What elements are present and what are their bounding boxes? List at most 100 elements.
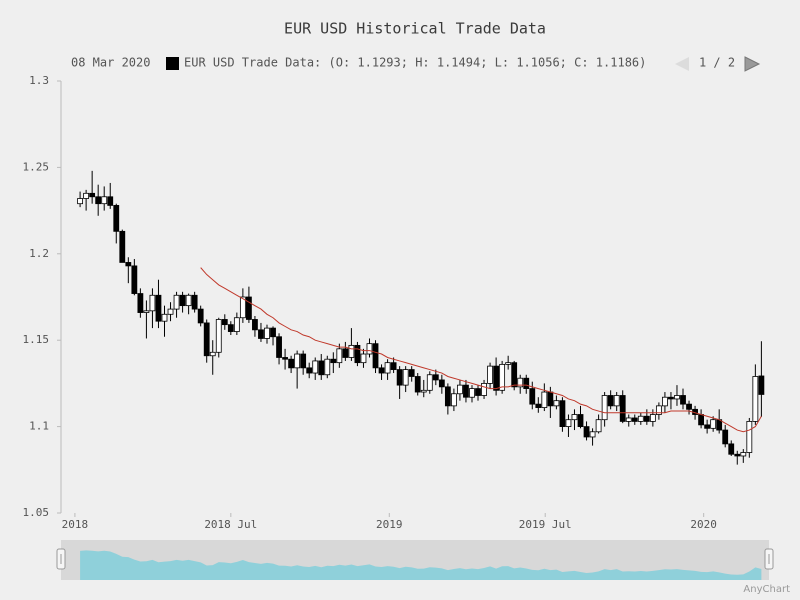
candle-body	[740, 452, 747, 457]
candle-body	[77, 198, 83, 205]
candle-body	[366, 343, 373, 355]
pager-label: 1 / 2	[699, 56, 735, 70]
candle-body	[523, 377, 530, 389]
y-tick-label: 1.05	[23, 506, 50, 519]
x-tick-label: 2019 Jul	[519, 518, 572, 531]
candle-body	[511, 362, 518, 388]
candle-body	[348, 344, 355, 358]
candle-body	[215, 319, 222, 353]
y-tick-label: 1.1	[29, 420, 49, 433]
candle-body	[197, 308, 204, 324]
candle-body	[294, 353, 301, 369]
pager-prev[interactable]	[675, 57, 689, 71]
candle-body	[450, 393, 457, 407]
candle-body	[233, 317, 240, 332]
candle-body	[457, 384, 463, 395]
chart-title: EUR USD Historical Trade Data	[284, 20, 546, 38]
candle-body	[662, 396, 668, 407]
pager-next[interactable]	[744, 56, 761, 72]
y-tick-label: 1.3	[29, 74, 49, 87]
candle-body	[239, 296, 246, 319]
candle-body	[589, 431, 596, 438]
candle-body	[264, 327, 270, 339]
candle-body	[342, 348, 349, 358]
candle-body	[312, 360, 319, 374]
candle-body	[698, 414, 704, 426]
candle-body	[535, 403, 542, 408]
candle-body	[625, 417, 632, 422]
candle-body	[481, 382, 487, 396]
candle-body	[408, 369, 415, 377]
candle-body	[221, 319, 228, 326]
candle-body	[444, 386, 451, 407]
y-tick-label: 1.25	[23, 160, 50, 173]
candle-body	[493, 365, 500, 391]
credits[interactable]: AnyChart	[743, 584, 790, 595]
candle-body	[414, 376, 421, 393]
legend-marker	[166, 57, 179, 70]
candle-body	[191, 294, 198, 310]
candle-body	[89, 192, 96, 198]
candle-body	[475, 388, 481, 396]
candle-body	[149, 294, 156, 312]
candle-body	[246, 296, 252, 320]
candle-body	[487, 365, 493, 384]
candle-body	[752, 376, 759, 422]
candle-body	[420, 389, 427, 393]
moving-average-line	[200, 267, 762, 433]
candle-body	[354, 344, 361, 364]
candle-body	[137, 293, 144, 313]
legend-text: EUR USD Trade Data: (O: 1.1293; H: 1.149…	[184, 56, 646, 70]
candle-body	[505, 362, 512, 365]
candle-body	[553, 400, 560, 407]
candle-body	[173, 294, 180, 310]
candle-body	[402, 369, 409, 386]
candle-body	[758, 375, 765, 395]
candle-body	[378, 367, 385, 374]
candle-body	[258, 329, 264, 339]
candle-body	[643, 415, 650, 422]
candle-body	[209, 351, 216, 357]
candle-body	[107, 196, 114, 206]
candle-body	[336, 348, 343, 364]
y-tick-label: 1.2	[29, 247, 49, 260]
candle-body	[613, 395, 620, 407]
candle-body	[607, 395, 614, 407]
candle-body	[95, 196, 102, 205]
candle-body	[155, 294, 162, 322]
candle-body	[722, 429, 729, 445]
candle-body	[595, 419, 602, 433]
candle-body	[143, 310, 150, 313]
candle-body	[637, 415, 644, 422]
candle-body	[619, 395, 626, 422]
candle-body	[529, 388, 536, 405]
x-tick-label: 2018	[62, 518, 89, 531]
x-tick-label: 2018 Jul	[204, 518, 257, 531]
candle-body	[517, 377, 524, 388]
candle-body	[179, 294, 186, 307]
candle-body	[330, 358, 337, 364]
legend-date: 08 Mar 2020	[71, 56, 150, 70]
candle-body	[318, 360, 325, 376]
candle-body	[463, 384, 469, 398]
candle-body	[674, 395, 680, 400]
candle-body	[131, 265, 138, 294]
candle-body	[161, 313, 168, 322]
x-tick-label: 2020	[690, 518, 717, 531]
candle-body	[547, 391, 554, 407]
candle-body	[559, 400, 566, 427]
candle-body	[360, 353, 367, 364]
candle-body	[288, 358, 295, 369]
candle-body	[583, 426, 590, 438]
candle-body	[203, 322, 210, 357]
y-tick-label: 1.15	[23, 333, 50, 346]
candle-body	[396, 369, 403, 386]
candle-body	[704, 424, 711, 429]
candle-body	[252, 319, 258, 331]
candle-body	[565, 419, 572, 427]
candle-body	[438, 379, 445, 388]
candle-body	[306, 367, 313, 374]
candle-body	[167, 308, 174, 315]
